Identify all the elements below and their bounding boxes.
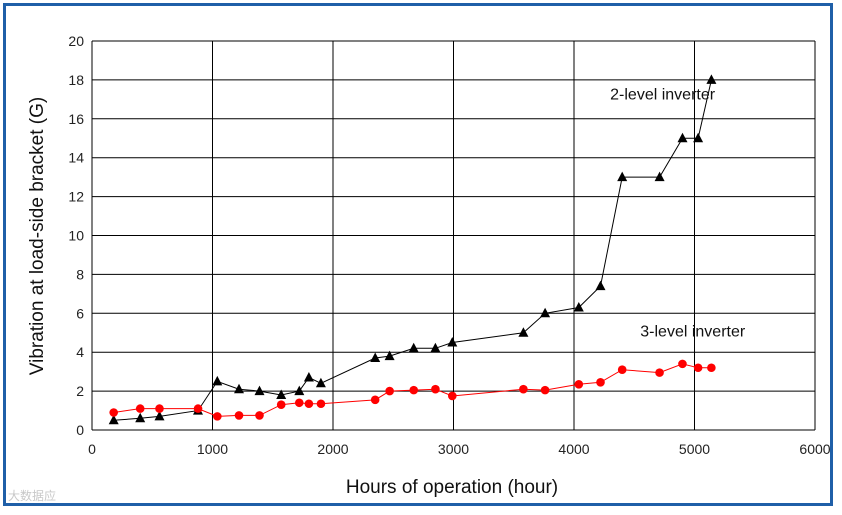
data-point-3-level-inverter xyxy=(596,378,605,387)
data-point-2-level-inverter xyxy=(303,372,314,382)
data-point-3-level-inverter xyxy=(234,411,244,420)
data-point-2-level-inverter xyxy=(654,171,665,182)
data-point-2-level-inverter xyxy=(617,171,628,182)
y-axis-title: Vibration at load-side bracket (G) xyxy=(27,97,48,375)
data-point-3-level-inverter xyxy=(519,384,528,394)
data-point-2-level-inverter xyxy=(693,132,704,143)
data-point-3-level-inverter xyxy=(678,359,687,369)
data-point-2-level-inverter xyxy=(384,350,395,361)
y-tick-label: 20 xyxy=(68,33,84,49)
data-point-2-level-inverter xyxy=(135,412,146,423)
data-point-3-level-inverter xyxy=(213,412,222,421)
series-annotation: 3-level inverter xyxy=(640,324,746,341)
data-point-2-level-inverter xyxy=(370,352,381,362)
data-point-3-level-inverter xyxy=(294,398,304,408)
data-point-2-level-inverter xyxy=(595,280,606,291)
data-point-3-level-inverter xyxy=(276,400,286,410)
data-point-2-level-inverter xyxy=(540,307,551,318)
data-point-3-level-inverter xyxy=(370,395,380,405)
grid-lines xyxy=(91,40,816,431)
data-point-3-level-inverter xyxy=(707,363,716,373)
y-tick-label: 0 xyxy=(76,422,84,438)
data-point-3-level-inverter xyxy=(135,404,145,413)
data-point-2-level-inverter xyxy=(212,375,223,386)
y-tick-label: 16 xyxy=(68,111,84,127)
y-tick-label: 12 xyxy=(68,189,84,205)
data-point-2-level-inverter xyxy=(706,74,717,84)
data-point-3-level-inverter xyxy=(385,386,394,396)
x-axis-title: Hours of operation (hour) xyxy=(346,477,558,498)
x-tick-label: 4000 xyxy=(558,441,589,457)
data-point-3-level-inverter xyxy=(617,365,627,375)
data-point-2-level-inverter xyxy=(573,302,584,312)
data-point-2-level-inverter xyxy=(677,132,688,143)
data-point-3-level-inverter xyxy=(255,411,264,420)
data-point-3-level-inverter xyxy=(316,399,326,409)
data-point-2-level-inverter xyxy=(430,342,441,353)
series-layer xyxy=(108,74,717,425)
data-point-2-level-inverter xyxy=(518,327,529,337)
y-tick-label: 18 xyxy=(68,72,84,88)
x-tick-label: 2000 xyxy=(317,441,348,457)
y-tick-label: 8 xyxy=(76,266,84,282)
x-tick-label: 1000 xyxy=(197,441,228,457)
data-point-3-level-inverter xyxy=(447,391,457,401)
data-point-2-level-inverter xyxy=(154,410,165,421)
data-point-3-level-inverter xyxy=(193,404,203,413)
data-point-2-level-inverter xyxy=(294,385,305,396)
data-point-3-level-inverter xyxy=(155,404,164,413)
data-point-3-level-inverter xyxy=(304,399,314,409)
data-point-3-level-inverter xyxy=(109,408,118,417)
data-point-2-level-inverter xyxy=(408,342,419,353)
data-point-3-level-inverter xyxy=(574,379,584,389)
x-tick-label: 0 xyxy=(88,441,96,457)
y-tick-label: 4 xyxy=(76,344,84,360)
series-annotation: 2-level inverter xyxy=(610,86,716,103)
data-point-2-level-inverter xyxy=(447,337,458,347)
watermark: 大数据应 xyxy=(8,489,57,503)
data-point-2-level-inverter xyxy=(234,383,244,394)
x-tick-labels: 0 1000 2000 3000 4000 5000 6000 xyxy=(88,441,831,457)
y-tick-label: 6 xyxy=(76,305,84,321)
data-point-3-level-inverter xyxy=(693,363,703,373)
data-point-2-level-inverter xyxy=(108,414,119,425)
data-point-3-level-inverter xyxy=(540,385,550,395)
x-tick-label: 3000 xyxy=(438,441,469,457)
data-point-2-level-inverter xyxy=(276,389,287,399)
data-point-3-level-inverter xyxy=(655,368,664,377)
y-tick-label: 10 xyxy=(68,228,84,244)
y-tick-label: 14 xyxy=(68,150,84,166)
x-tick-label: 5000 xyxy=(679,441,710,457)
data-point-2-level-inverter xyxy=(315,377,326,388)
annotations-layer: 2-level inverter 3-level inverter xyxy=(610,86,746,340)
x-tick-label: 6000 xyxy=(799,441,830,457)
y-tick-labels: 0 2 4 6 8 10 12 14 16 18 20 xyxy=(68,33,84,438)
data-point-3-level-inverter xyxy=(409,385,419,395)
data-point-2-level-inverter xyxy=(254,385,265,396)
data-point-3-level-inverter xyxy=(431,384,440,394)
y-tick-label: 2 xyxy=(76,383,84,399)
